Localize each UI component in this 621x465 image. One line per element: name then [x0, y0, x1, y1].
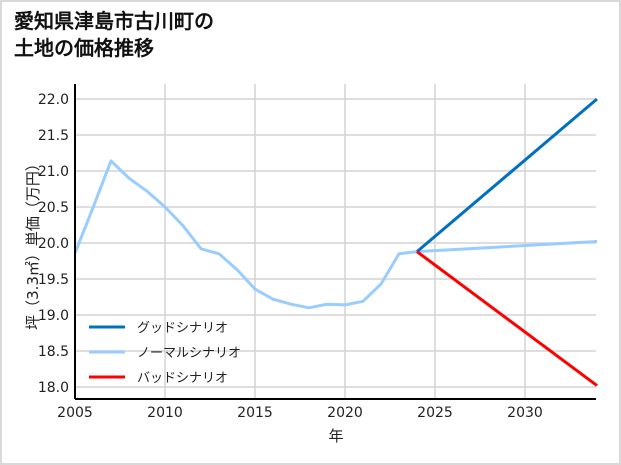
y-tick-label: 18.5 — [38, 344, 69, 360]
tick-labels: 18.0 18.5 19.0 19.5 20.0 20.5 21.0 21.5 22.0 2005… — [38, 92, 543, 421]
x-tick-label: 2025 — [417, 405, 453, 421]
x-tick-label: 2030 — [507, 405, 543, 421]
y-tick-label: 19.5 — [38, 272, 69, 288]
y-tick-label: 19.0 — [38, 308, 69, 324]
y-tick-label: 21.0 — [38, 164, 69, 180]
x-tick-label: 2015 — [237, 405, 273, 421]
axes — [74, 84, 596, 400]
y-tick-label: 21.5 — [38, 128, 69, 144]
legend-label: バッドシナリオ — [137, 371, 228, 386]
y-tick-label: 20.5 — [38, 200, 69, 216]
chart-title: 愛知県津島市古川町の 土地の価格推移 — [14, 9, 214, 60]
series-line — [73, 159, 598, 310]
series-line — [416, 97, 598, 253]
data-series — [73, 97, 598, 387]
x-tick-label: 2005 — [57, 405, 93, 421]
x-tick-label: 2010 — [147, 405, 183, 421]
series-line — [416, 250, 598, 387]
legend-label: ノーマルシナリオ — [137, 346, 241, 361]
x-tick-label: 2020 — [327, 405, 363, 421]
y-tick-label: 20.0 — [38, 236, 69, 252]
y-tick-label: 18.0 — [38, 380, 69, 396]
y-tick-label: 22.0 — [38, 92, 69, 108]
grid-lines — [75, 84, 596, 399]
y-axis-label: 坪（3.3㎡）単価（万円） — [24, 156, 42, 330]
x-axis-label: 年 — [328, 427, 343, 445]
legend-label: グッドシナリオ — [137, 321, 228, 336]
